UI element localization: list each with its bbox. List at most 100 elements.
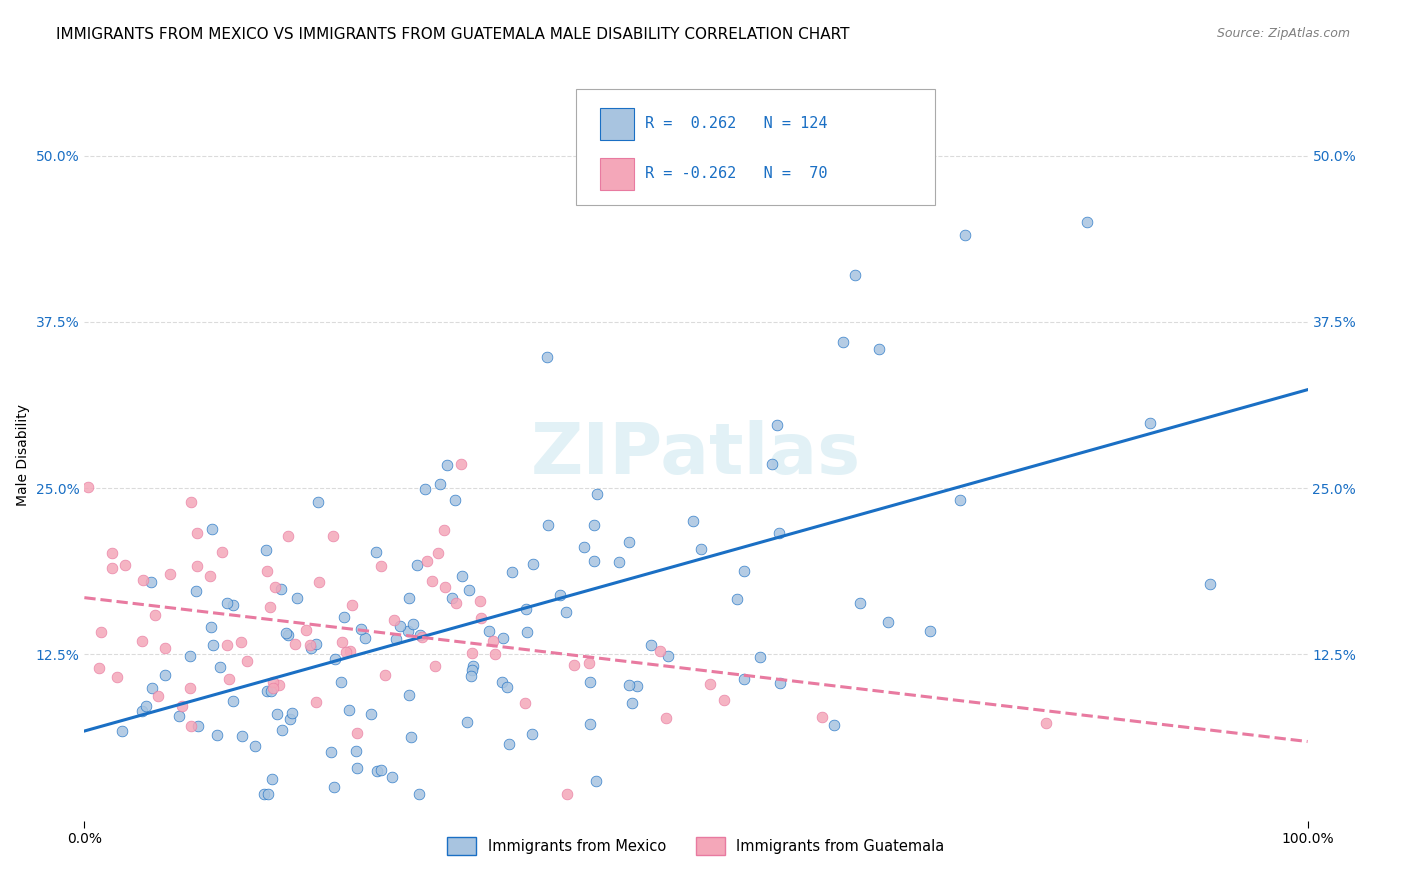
Point xyxy=(433,523,456,537)
Point xyxy=(201,522,224,536)
Point xyxy=(277,628,299,642)
Point xyxy=(420,574,443,589)
Point xyxy=(427,545,450,559)
Point xyxy=(155,668,177,682)
Text: IMMIGRANTS FROM MEXICO VS IMMIGRANTS FROM GUATEMALA MALE DISABILITY CORRELATION : IMMIGRANTS FROM MEXICO VS IMMIGRANTS FRO… xyxy=(56,27,849,42)
Point xyxy=(496,680,519,694)
Point xyxy=(335,645,357,659)
Point xyxy=(222,694,245,708)
Point xyxy=(169,709,191,723)
Point xyxy=(522,727,544,741)
Point xyxy=(766,418,789,433)
Point xyxy=(441,591,464,605)
Point xyxy=(491,674,513,689)
Point xyxy=(408,787,430,801)
Point xyxy=(305,637,328,651)
Point xyxy=(398,624,420,639)
Point xyxy=(398,688,420,702)
Point xyxy=(733,672,755,686)
Point xyxy=(682,514,704,528)
Point xyxy=(141,681,163,695)
Point xyxy=(235,654,257,668)
Point xyxy=(215,596,238,610)
Point xyxy=(515,602,537,616)
Point xyxy=(100,561,122,575)
Point xyxy=(869,342,891,356)
Point xyxy=(501,565,523,579)
Point xyxy=(330,635,353,649)
Point xyxy=(260,684,283,698)
Point xyxy=(579,675,602,690)
Point xyxy=(332,610,354,624)
Point xyxy=(322,529,344,543)
Point xyxy=(256,564,278,578)
Point xyxy=(110,723,132,738)
Point xyxy=(231,729,253,743)
Point xyxy=(243,739,266,753)
Point xyxy=(270,582,292,596)
Point xyxy=(877,615,900,629)
Point xyxy=(848,596,870,610)
Point xyxy=(470,611,492,625)
Point xyxy=(699,677,721,691)
Point xyxy=(262,772,284,786)
Point xyxy=(617,678,640,692)
Point xyxy=(299,640,322,655)
Point xyxy=(713,692,735,706)
Point xyxy=(254,543,277,558)
Point xyxy=(257,787,280,801)
Point xyxy=(218,672,240,686)
Point xyxy=(446,596,468,610)
Point xyxy=(330,674,353,689)
Point xyxy=(482,634,505,648)
Point xyxy=(222,598,245,612)
Point xyxy=(384,613,406,627)
Point xyxy=(153,640,176,655)
Point xyxy=(105,670,128,684)
Point xyxy=(131,704,153,718)
Point xyxy=(307,495,329,509)
Point xyxy=(205,728,228,742)
Point xyxy=(583,554,606,568)
Point xyxy=(399,730,422,744)
Point xyxy=(761,458,783,472)
Point xyxy=(266,707,288,722)
Point xyxy=(262,681,284,695)
Point xyxy=(323,652,346,666)
Point xyxy=(337,703,360,717)
Point xyxy=(640,639,662,653)
Point xyxy=(211,545,233,559)
Point xyxy=(308,575,330,590)
Point xyxy=(201,638,224,652)
Point xyxy=(180,495,202,509)
Point xyxy=(259,600,281,615)
Point xyxy=(498,737,520,751)
Point xyxy=(101,545,124,559)
Y-axis label: Male Disability: Male Disability xyxy=(15,404,30,506)
Point xyxy=(294,623,316,637)
Point xyxy=(267,678,290,692)
Point xyxy=(1076,215,1098,229)
Point xyxy=(131,633,153,648)
Point xyxy=(555,605,578,619)
Point xyxy=(811,710,834,724)
Point xyxy=(461,663,484,677)
Point xyxy=(460,669,482,683)
Point xyxy=(208,660,231,674)
Point xyxy=(844,268,866,283)
Point xyxy=(574,540,596,554)
Point xyxy=(340,598,363,612)
Point xyxy=(256,684,278,698)
Point xyxy=(346,761,368,775)
Point xyxy=(366,764,388,778)
Point xyxy=(478,624,501,638)
Point xyxy=(450,457,472,471)
Point xyxy=(450,569,472,583)
Point xyxy=(172,699,194,714)
Point xyxy=(586,487,609,501)
Point xyxy=(146,689,169,703)
Point xyxy=(409,627,432,641)
Point xyxy=(513,696,536,710)
Point xyxy=(186,559,208,574)
Point xyxy=(607,555,630,569)
